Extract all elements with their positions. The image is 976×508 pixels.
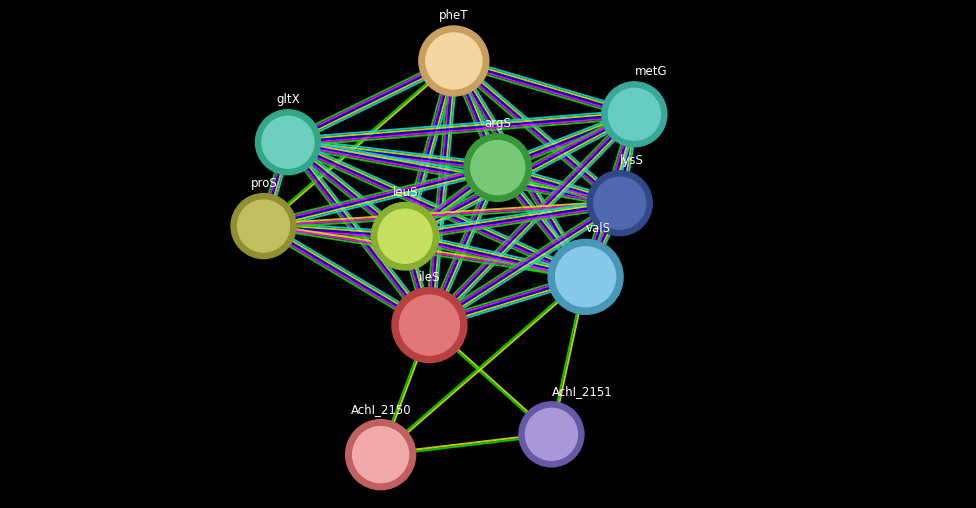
Ellipse shape xyxy=(399,295,460,355)
Text: argS: argS xyxy=(485,117,511,130)
Ellipse shape xyxy=(346,420,416,490)
Ellipse shape xyxy=(262,116,314,168)
Text: gltX: gltX xyxy=(276,93,300,106)
Ellipse shape xyxy=(378,209,432,263)
Text: proS: proS xyxy=(251,177,277,189)
Ellipse shape xyxy=(470,141,525,195)
Ellipse shape xyxy=(555,247,616,307)
Text: pheT: pheT xyxy=(439,9,468,22)
Ellipse shape xyxy=(237,200,290,252)
Ellipse shape xyxy=(525,408,578,460)
Ellipse shape xyxy=(608,88,661,140)
Text: leuS: leuS xyxy=(392,185,418,199)
Ellipse shape xyxy=(352,427,409,483)
Ellipse shape xyxy=(549,239,623,314)
Ellipse shape xyxy=(419,26,489,96)
Ellipse shape xyxy=(371,203,439,270)
Text: ileS: ileS xyxy=(419,271,440,283)
Ellipse shape xyxy=(392,288,467,363)
Ellipse shape xyxy=(519,402,584,467)
Ellipse shape xyxy=(588,171,652,236)
Ellipse shape xyxy=(464,134,532,201)
Ellipse shape xyxy=(602,82,667,147)
Text: lysS: lysS xyxy=(620,154,644,167)
Ellipse shape xyxy=(256,110,320,175)
Ellipse shape xyxy=(593,177,646,229)
Text: AchI_2151: AchI_2151 xyxy=(551,385,613,398)
Text: metG: metG xyxy=(634,65,668,78)
Ellipse shape xyxy=(231,194,296,259)
Ellipse shape xyxy=(426,33,482,89)
Text: AchI_2150: AchI_2150 xyxy=(350,403,411,416)
Text: valS: valS xyxy=(586,223,611,235)
